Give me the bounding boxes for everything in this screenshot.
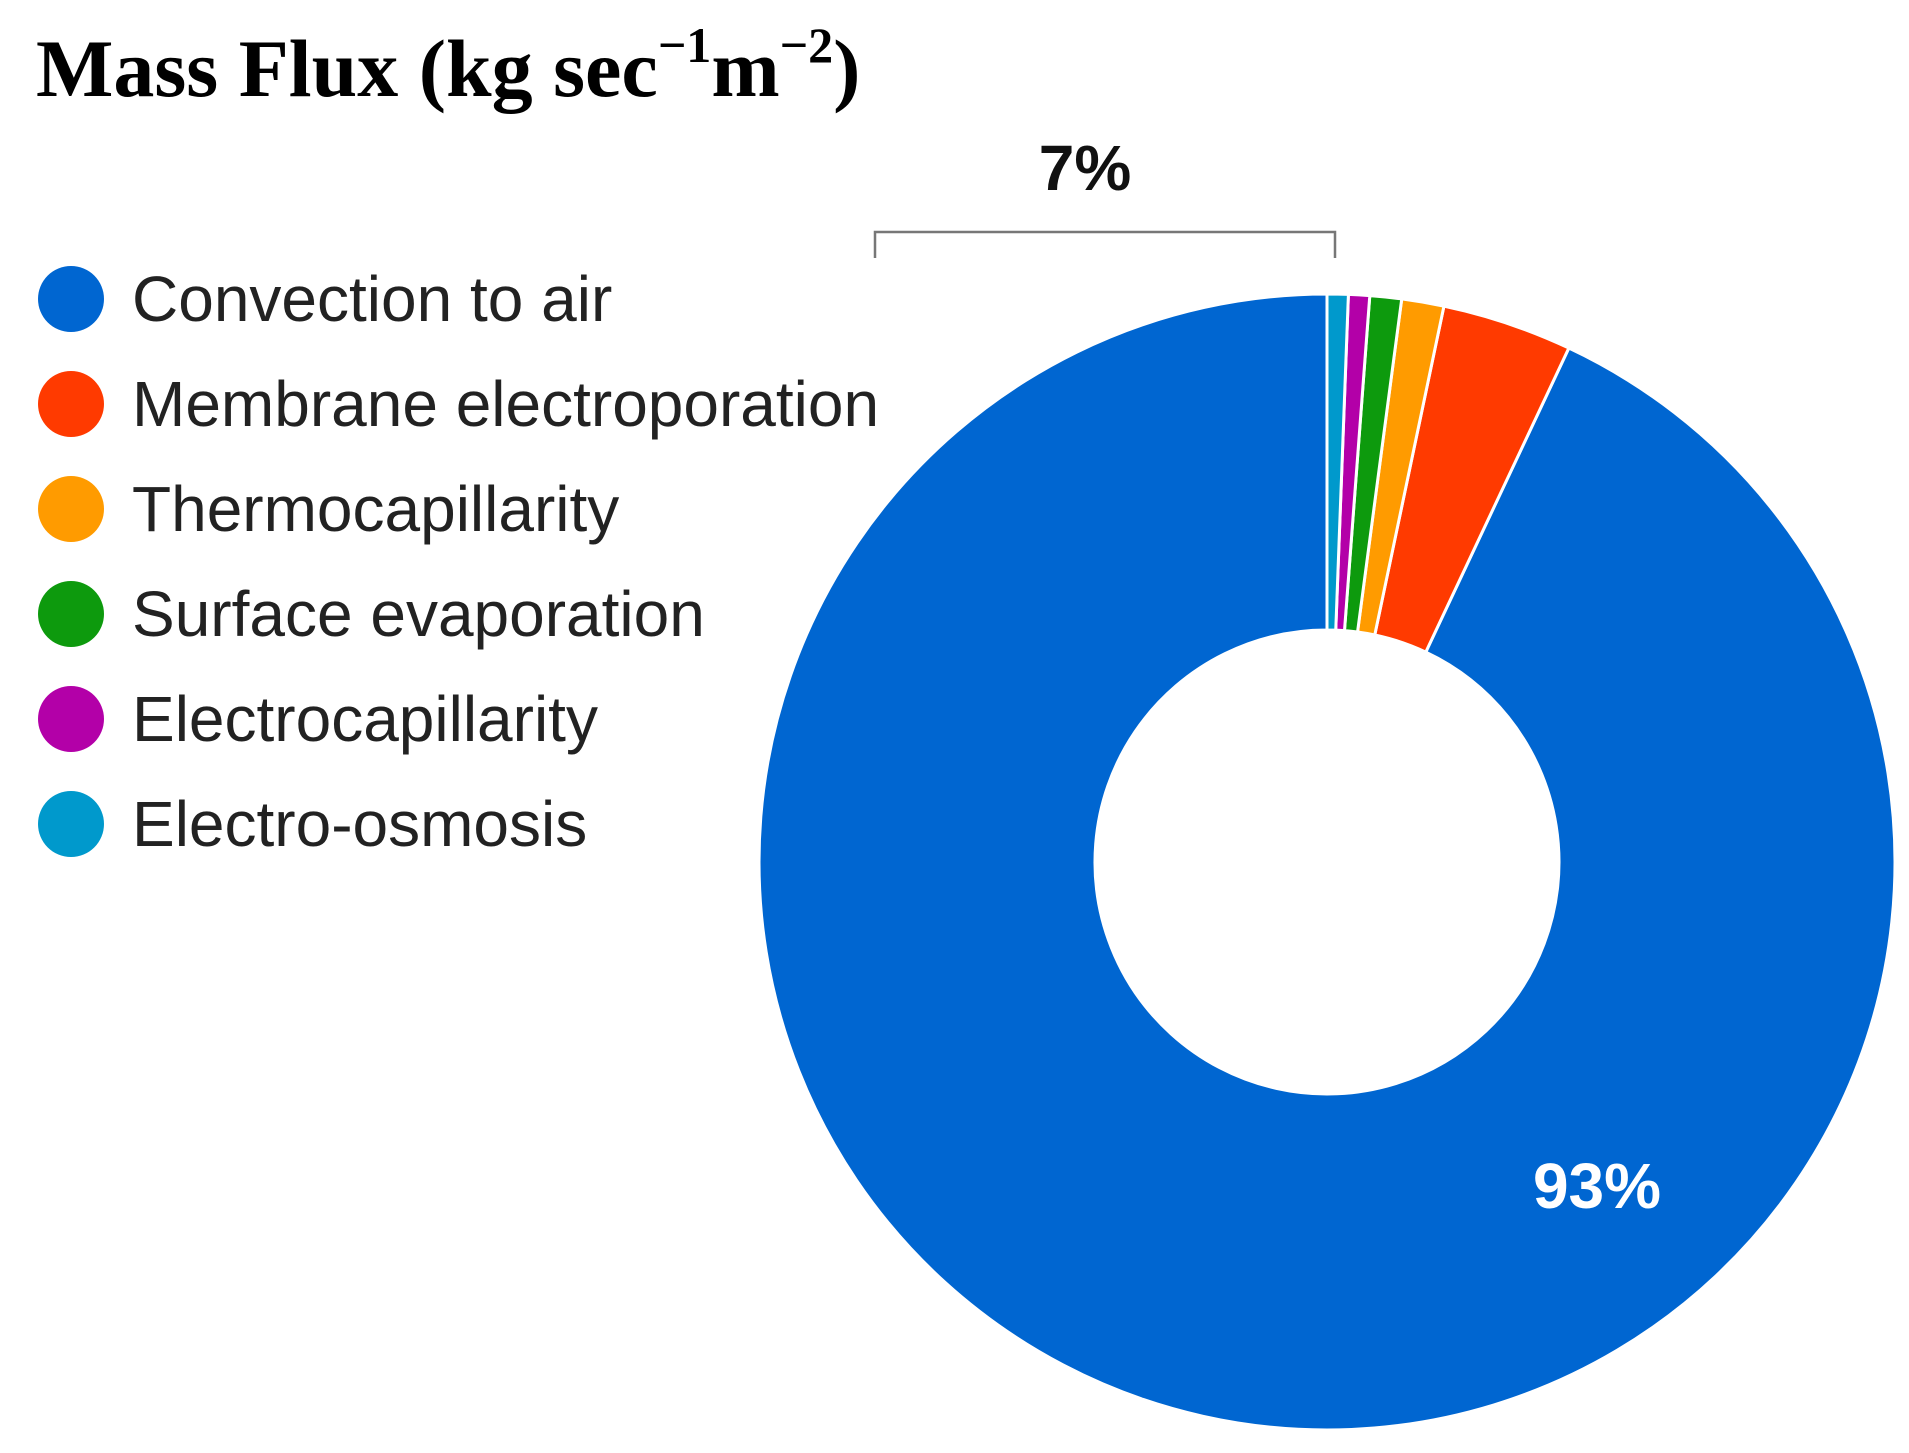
legend-label: Electro-osmosis (132, 788, 588, 860)
small-slices-bracket (873, 230, 1337, 258)
legend-item-surface-evaporation: Surface evaporation (38, 571, 938, 661)
slice-convection-to-air (757, 292, 1897, 1432)
legend-item-electro-osmosis: Electro-osmosis (38, 781, 938, 871)
bracket-label: 7% (1039, 132, 1132, 204)
legend-label: Membrane electroporation (132, 368, 880, 440)
legend-label: Thermocapillarity (132, 473, 620, 545)
legend-swatch (38, 266, 104, 332)
legend-label: Convection to air (132, 263, 613, 335)
legend-swatch (38, 686, 104, 752)
chart-title: Mass Flux (kg sec−1m−2) (36, 17, 861, 114)
legend-item-thermocapillarity: Thermocapillarity (38, 466, 938, 556)
slice-label-major: 93% (1533, 1150, 1661, 1222)
legend-label: Surface evaporation (132, 578, 705, 650)
legend-swatch (38, 581, 104, 647)
legend-swatch (38, 476, 104, 542)
legend-swatch (38, 371, 104, 437)
slice-electro-osmosis (1325, 292, 1350, 632)
legend-label: Electrocapillarity (132, 683, 598, 755)
legend-item-membrane-electroporation: Membrane electroporation (38, 361, 938, 451)
legend-item-convection-to-air: Convection to air (38, 256, 938, 346)
legend-swatch (38, 791, 104, 857)
legend-item-electrocapillarity: Electrocapillarity (38, 676, 938, 766)
slices-group (757, 292, 1897, 1432)
